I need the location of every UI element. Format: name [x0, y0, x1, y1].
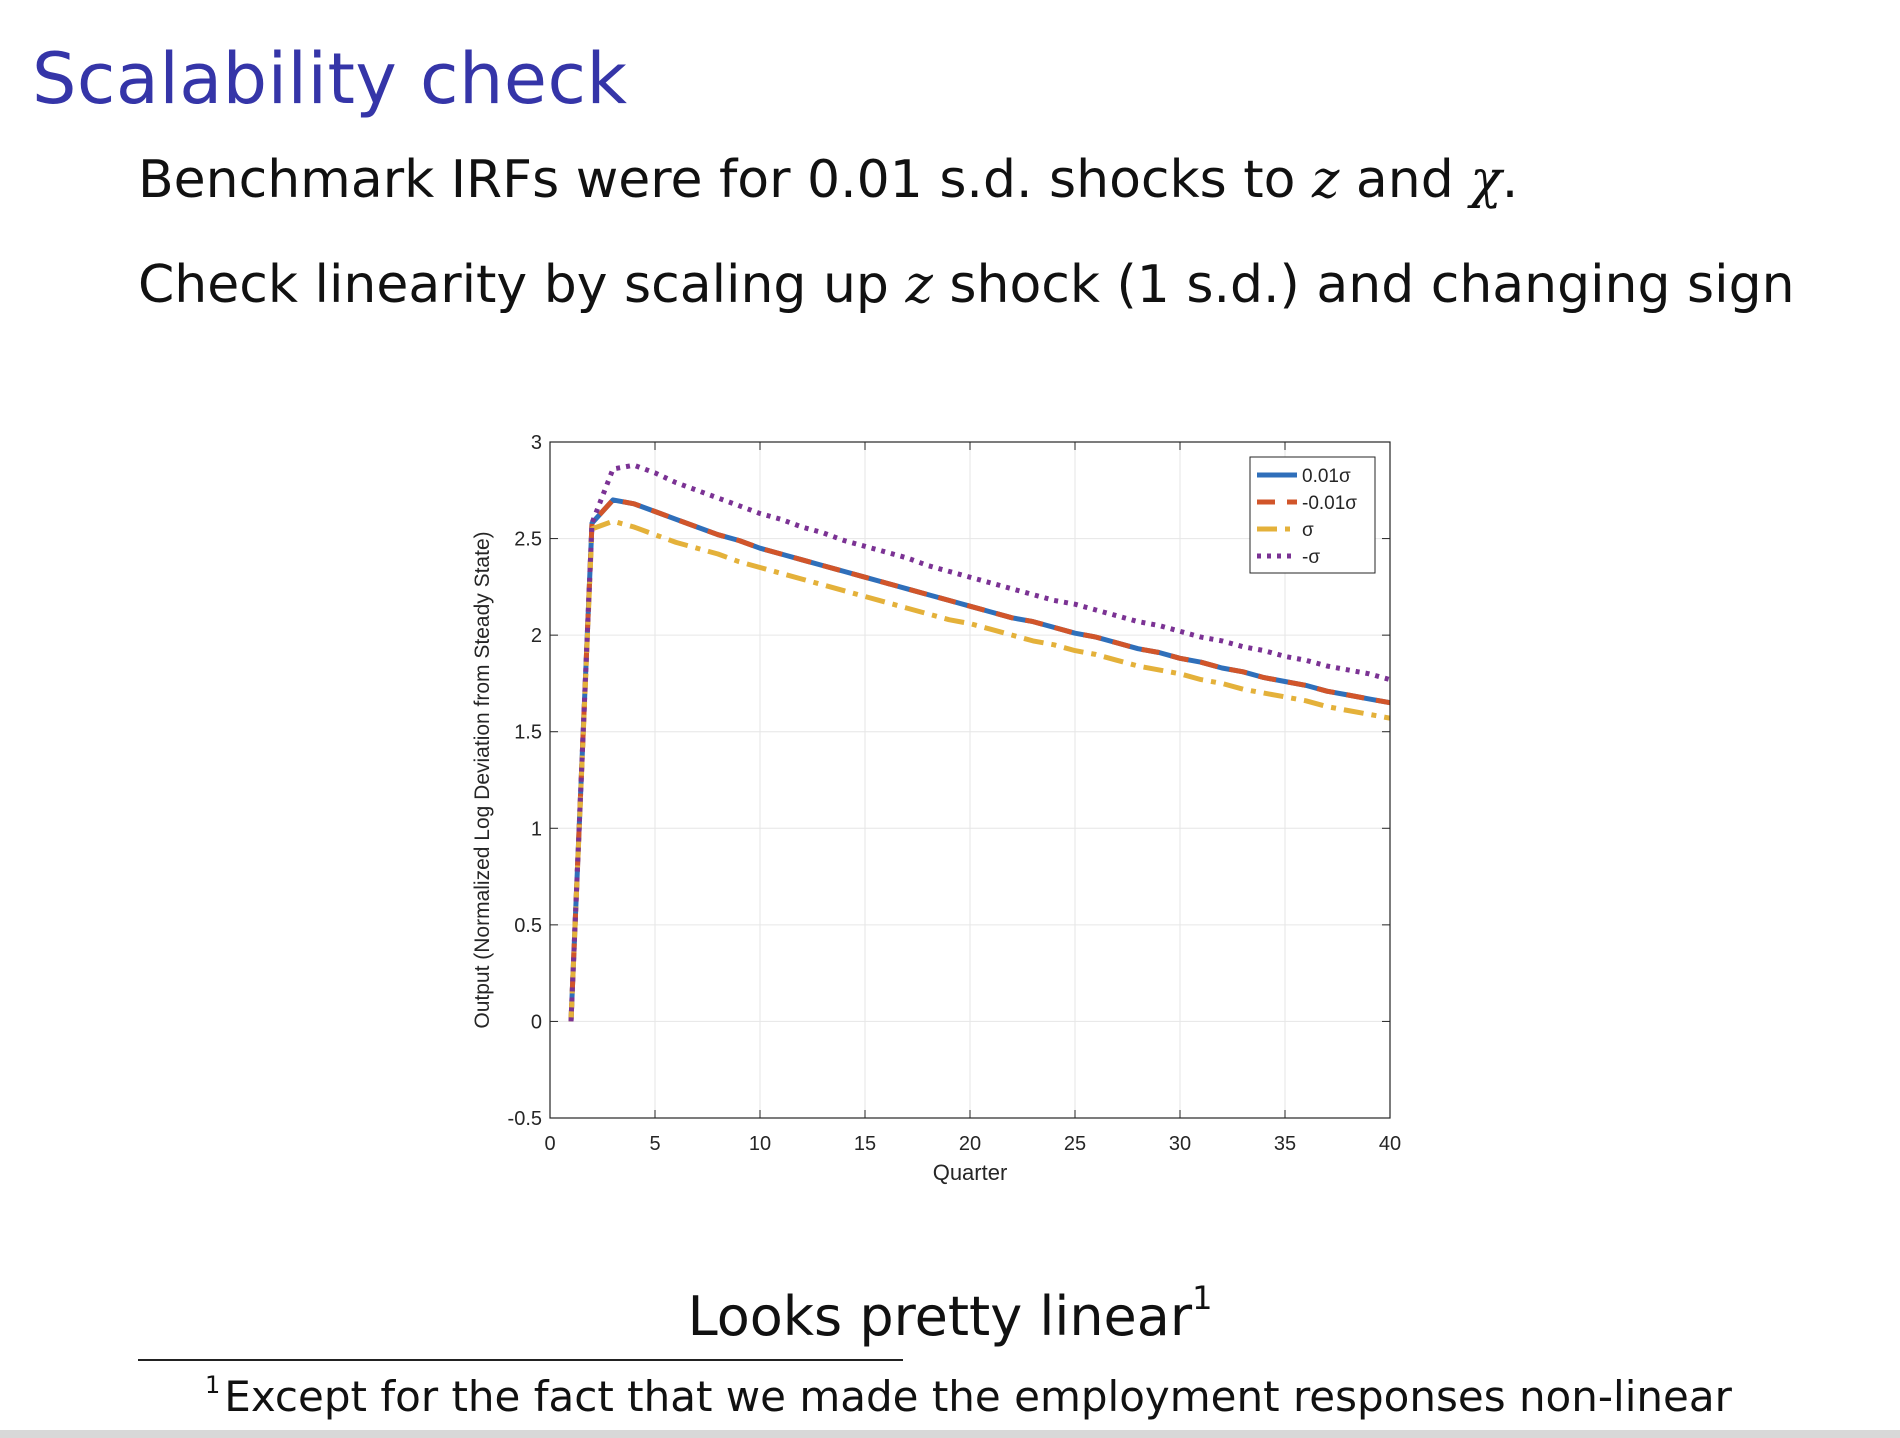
- conclusion-text: Looks pretty linear: [687, 1285, 1193, 1348]
- legend-label-1: -0.01σ: [1302, 493, 1357, 514]
- x-tick-label: 10: [749, 1133, 771, 1155]
- bullet-text: Check linearity by scaling up: [138, 255, 906, 315]
- var-chi: χ: [1470, 150, 1502, 210]
- bullet-text: Benchmark IRFs were for 0.01 s.d. shocks…: [138, 150, 1312, 210]
- x-tick-label: 35: [1274, 1133, 1296, 1155]
- footnote-text: Except for the fact that we made the emp…: [224, 1372, 1732, 1421]
- y-tick-label: 1: [531, 818, 542, 840]
- x-tick-label: 40: [1379, 1133, 1401, 1155]
- legend-label-3: -σ: [1302, 547, 1320, 568]
- series-line-3: [568, 462, 1391, 1022]
- y-tick-label: 1.5: [514, 722, 542, 744]
- x-tick-label: 25: [1064, 1133, 1086, 1155]
- y-tick-label: 0.5: [514, 915, 542, 937]
- x-tick-label: 20: [959, 1133, 981, 1155]
- footnote-ref: 1: [1192, 1279, 1213, 1317]
- y-tick-label: 2: [531, 625, 542, 647]
- series-line-2: [568, 518, 1391, 1022]
- bullet-text: shock (1 s.d.) and changing sign: [932, 255, 1795, 315]
- bullet-benchmark: Benchmark IRFs were for 0.01 s.d. shocks…: [138, 150, 1518, 210]
- y-tick-label: -0.5: [508, 1108, 542, 1130]
- var-z: z: [1311, 150, 1340, 210]
- y-tick-label: 2.5: [514, 529, 542, 551]
- bullet-text: and: [1339, 150, 1471, 210]
- conclusion: Looks pretty linear1: [0, 1282, 1900, 1348]
- irf-chart: 0 5 10 15 20 25 30 35 40-0.500.511.522.53Quarter…: [471, 432, 1401, 1185]
- y-tick-label: 3: [531, 432, 542, 454]
- x-tick-label: 15: [854, 1133, 876, 1155]
- y-axis-label: Output (Normalized Log Deviation from St…: [471, 531, 494, 1028]
- legend-label-2: σ: [1302, 520, 1314, 541]
- bullet-text: .: [1501, 150, 1519, 210]
- x-tick-label: 0: [544, 1133, 555, 1155]
- var-z: z: [905, 255, 933, 315]
- legend-label-0: 0.01σ: [1302, 466, 1351, 487]
- footnote-rule: [138, 1359, 903, 1361]
- x-axis-label: Quarter: [933, 1160, 1008, 1185]
- footnote: 1Except for the fact that we made the em…: [205, 1372, 1732, 1421]
- slide-title: Scalability check: [32, 38, 628, 120]
- footnote-mark: 1: [205, 1371, 221, 1399]
- y-tick-label: 0: [531, 1011, 542, 1033]
- x-tick-label: 30: [1169, 1133, 1191, 1155]
- series-line-1: [568, 497, 1391, 1022]
- window-bottom-edge: [0, 1430, 1900, 1438]
- bullet-linearity: Check linearity by scaling up z shock (1…: [138, 255, 1795, 315]
- x-tick-label: 5: [649, 1133, 660, 1155]
